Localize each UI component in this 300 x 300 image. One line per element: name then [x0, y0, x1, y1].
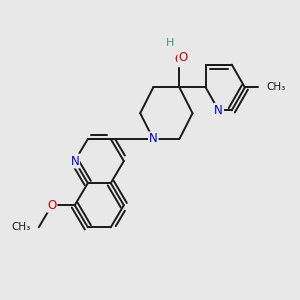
- Text: H: H: [165, 38, 174, 48]
- Text: CH₃: CH₃: [11, 222, 31, 232]
- Text: O: O: [47, 199, 56, 212]
- Text: H: H: [165, 37, 174, 50]
- Text: CH₃: CH₃: [266, 82, 285, 92]
- Text: O: O: [178, 52, 187, 64]
- Text: N: N: [214, 104, 223, 117]
- Text: N: N: [70, 154, 79, 167]
- Text: N: N: [149, 133, 158, 146]
- Text: O: O: [175, 53, 184, 66]
